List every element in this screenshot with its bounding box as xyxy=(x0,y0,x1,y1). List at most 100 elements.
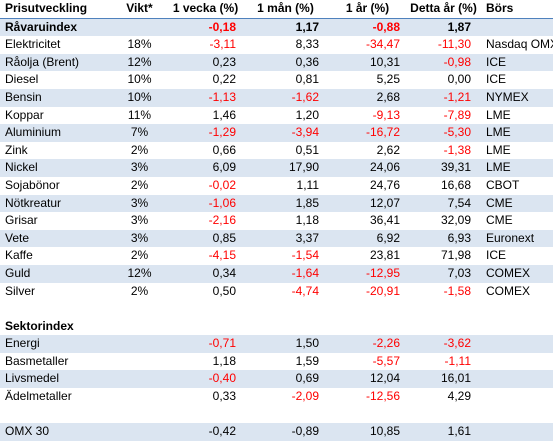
commodity-year: -16,72 xyxy=(327,124,408,142)
sector-ytd: -3,62 xyxy=(408,335,479,353)
commodity-month: 8,33 xyxy=(295,37,319,52)
omx-ytd: 1,61 xyxy=(408,423,479,441)
commodity-week: 1,46 xyxy=(212,107,236,122)
sector-year: -5,57 xyxy=(372,353,400,368)
header-row: Prisutveckling Vikt* 1 vecka (%) 1 mån (… xyxy=(0,0,553,19)
commodity-exchange: Euronext xyxy=(479,229,553,248)
sector-month: 0,69 xyxy=(244,370,327,389)
commodity-year: 24,76 xyxy=(369,177,400,192)
commodity-year: 2,62 xyxy=(376,142,400,157)
commodity-row: Bensin 10% -1,13 -1,62 2,68 -1,21 NYMEX xyxy=(0,88,553,107)
commodity-weight: 3% xyxy=(112,194,167,213)
sector-name: Livsmedel xyxy=(0,370,112,389)
commodity-week: -3,11 xyxy=(209,37,236,52)
commodity-ytd: 7,54 xyxy=(408,194,479,213)
commodity-weight: 12% xyxy=(112,264,167,283)
sector-row: Ädelmetaller 0,33 -2,09 -12,56 4,29 xyxy=(0,388,553,406)
commodity-year: 12,07 xyxy=(327,194,408,213)
summary-year: -0,88 xyxy=(327,18,408,37)
commodity-name: Nötkreatur xyxy=(0,194,112,213)
commodity-exchange: NYMEX xyxy=(479,88,553,107)
commodity-exchange: CBOT xyxy=(486,177,520,192)
commodity-ytd: 0,00 xyxy=(447,72,471,87)
commodity-name: Kaffe xyxy=(5,248,33,263)
commodity-weight: 3% xyxy=(112,229,167,248)
commodity-ytd: -11,30 xyxy=(437,37,471,52)
sector-ytd: 4,29 xyxy=(447,389,471,404)
sector-ytd: -1,11 xyxy=(444,353,471,368)
commodity-row: Sojabönor 2% -0,02 1,11 24,76 16,68 CBOT xyxy=(0,177,553,195)
commodity-month: 1,20 xyxy=(295,107,319,122)
sector-weight xyxy=(112,370,167,389)
header-vikt: Vikt* xyxy=(112,0,167,19)
commodity-ytd: 7,03 xyxy=(408,264,479,283)
sector-exchange xyxy=(479,388,553,406)
sector-week: -0,71 xyxy=(167,335,244,353)
sector-row: Livsmedel -0,40 0,69 12,04 16,01 xyxy=(0,370,553,389)
commodity-ytd: -1,21 xyxy=(408,88,479,107)
commodity-weight: 10% xyxy=(112,88,167,107)
sector-week: -0,40 xyxy=(167,370,244,389)
commodity-week: -4,15 xyxy=(208,248,236,263)
commodity-name: Koppar xyxy=(5,107,44,122)
header-1-man: 1 mån (%) xyxy=(244,0,327,19)
commodity-weight: 2% xyxy=(130,283,149,298)
commodity-weight: 3% xyxy=(112,159,167,177)
commodity-year: 2,68 xyxy=(327,88,408,107)
commodity-row: Nötkreatur 3% -1,06 1,85 12,07 7,54 CME xyxy=(0,194,553,213)
commodity-month: -1,54 xyxy=(291,248,319,263)
commodity-week: 0,34 xyxy=(167,264,244,283)
commodity-week: 0,22 xyxy=(212,72,236,87)
commodity-exchange: LME xyxy=(486,107,511,122)
commodity-row: Diesel 10% 0,22 0,81 5,25 0,00 ICE xyxy=(0,71,553,89)
sector-month: 1,50 xyxy=(244,335,327,353)
commodity-weight: 2% xyxy=(130,177,149,192)
commodity-exchange: ICE xyxy=(486,72,507,87)
commodity-exchange: LME xyxy=(479,159,553,177)
commodity-name: Silver xyxy=(5,283,36,298)
sector-weight xyxy=(112,335,167,353)
commodity-ytd: -1,38 xyxy=(443,142,471,157)
sector-row: Basmetaller 1,18 1,59 -5,57 -1,11 xyxy=(0,353,553,371)
commodity-week: 0,66 xyxy=(212,142,236,157)
commodity-exchange: LME xyxy=(479,124,553,142)
commodity-exchange: Nasdaq OMX xyxy=(486,37,553,52)
commodity-month: -4,74 xyxy=(291,283,319,298)
sector-name: Ädelmetaller xyxy=(5,389,72,404)
commodity-week: -1,29 xyxy=(167,124,244,142)
sector-name: Basmetaller xyxy=(5,353,69,368)
omx-month: -0,89 xyxy=(244,423,327,441)
commodity-month: 0,81 xyxy=(295,72,319,87)
commodity-year: -9,13 xyxy=(372,107,400,122)
sector-weight xyxy=(112,353,167,371)
sector-exchange xyxy=(479,370,553,389)
commodity-exchange: CME xyxy=(479,194,553,213)
commodity-month: 1,18 xyxy=(295,213,319,228)
commodity-name: Zink xyxy=(5,142,28,157)
commodity-month: -3,94 xyxy=(244,124,327,142)
commodity-ytd: -5,30 xyxy=(408,124,479,142)
header-1-vecka: 1 vecka (%) xyxy=(167,0,244,19)
header-bors: Börs xyxy=(479,0,553,19)
sector-rows: Energi -0,71 1,50 -2,26 -3,62 Basmetaller 1,18… xyxy=(0,335,553,405)
commodity-name: Guld xyxy=(0,264,112,283)
commodity-row: Silver 2% 0,50 -4,74 -20,91 -1,58 COMEX xyxy=(0,283,553,301)
commodity-name: Råolja (Brent) xyxy=(0,53,112,72)
commodity-rows: Elektricitet 18% -3,11 8,33 -34,47 -11,30 Nasd… xyxy=(0,36,553,300)
commodity-exchange: LME xyxy=(486,142,511,157)
commodity-ytd: 6,93 xyxy=(408,229,479,248)
commodity-row: Guld 12% 0,34 -1,64 -12,95 7,03 COMEX xyxy=(0,264,553,283)
sector-title-row: Sektorindex xyxy=(0,318,553,336)
commodity-weight: 2% xyxy=(130,248,149,263)
commodity-month: -1,62 xyxy=(244,88,327,107)
commodity-row: Grisar 3% -2,16 1,18 36,41 32,09 CME xyxy=(0,212,553,230)
commodity-weight: 18% xyxy=(127,37,152,52)
commodity-weight: 12% xyxy=(112,53,167,72)
commodity-weight: 10% xyxy=(127,72,152,87)
commodity-row: Elektricitet 18% -3,11 8,33 -34,47 -11,30 Nasd… xyxy=(0,36,553,54)
commodity-exchange: ICE xyxy=(486,248,507,263)
sector-month: 1,59 xyxy=(295,353,319,368)
commodity-week: 0,50 xyxy=(212,283,236,298)
commodity-exchange: COMEX xyxy=(479,264,553,283)
sector-ytd: 16,01 xyxy=(408,370,479,389)
